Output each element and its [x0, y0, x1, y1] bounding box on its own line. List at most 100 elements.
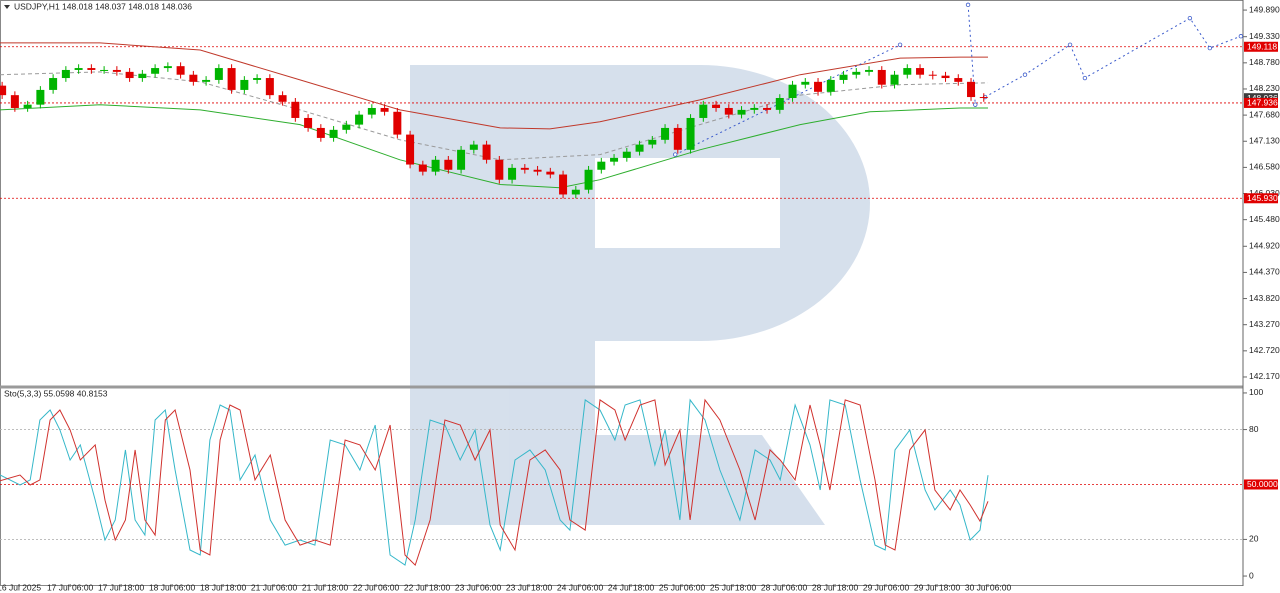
indicator-line [0, 398, 989, 567]
price-tag [1244, 479, 1278, 490]
candle-body [699, 104, 708, 118]
candle-body [559, 174, 568, 195]
candle-body [418, 164, 427, 172]
pane-separator [0, 385, 1243, 389]
candle-body [775, 98, 784, 110]
candle-body [903, 68, 912, 75]
price-tag-label: 148.036 [1247, 93, 1278, 103]
candle-body [673, 127, 682, 150]
candle-body [36, 89, 45, 105]
watermark [410, 65, 870, 525]
y-tick-label: 146.580 [1249, 162, 1280, 172]
candle-body [954, 78, 963, 82]
candle-body [176, 66, 185, 75]
candle-body [431, 159, 440, 172]
candle-body [87, 68, 96, 70]
candle-body [533, 169, 542, 172]
x-tick-label: 23 Jul 06:00 [455, 582, 502, 592]
indicator-line [0, 398, 989, 566]
candle-body [406, 134, 415, 165]
candle-body [100, 69, 109, 71]
candle-body [967, 81, 976, 98]
candle-body [635, 144, 644, 152]
candle-body [49, 78, 58, 90]
title-marker [4, 5, 10, 9]
candle-body [852, 71, 861, 75]
candle-body [457, 149, 466, 170]
y-tick-label: 100 [1249, 387, 1263, 397]
price-tag-label: 145.930 [1247, 193, 1278, 203]
candle-body [495, 159, 504, 180]
candle-body [367, 107, 376, 115]
candle-body [890, 74, 899, 85]
line-vertex [1187, 15, 1193, 21]
y-tick-label: 142.170 [1249, 371, 1280, 381]
candle-body [737, 109, 746, 115]
y-tick-label: 144.920 [1249, 241, 1280, 251]
y-tick-label: 145.480 [1249, 214, 1280, 224]
x-tick-label: 16 Jul 2025 [0, 582, 41, 592]
candle-body [469, 144, 478, 150]
x-tick-label: 24 Jul 18:00 [608, 582, 655, 592]
candle-body [240, 79, 249, 90]
y-tick-label: 143.820 [1249, 293, 1280, 303]
x-tick-label: 24 Jul 06:00 [557, 582, 604, 592]
candle-body [941, 75, 950, 79]
x-tick-label: 21 Jul 06:00 [251, 582, 298, 592]
candle-body [380, 107, 389, 112]
pane [0, 398, 1243, 567]
x-tick-label: 29 Jul 06:00 [863, 582, 910, 592]
indicator-line [0, 42, 988, 130]
indicator-line [675, 44, 901, 156]
candle-body [686, 117, 695, 150]
candle-body [610, 157, 619, 162]
y-tick-label: 149.890 [1249, 4, 1280, 14]
x-tick-label: 25 Jul 06:00 [659, 582, 706, 592]
candle-body [253, 78, 262, 80]
line-vertex [965, 2, 971, 8]
line-vertex [897, 42, 903, 47]
y-tick-label: 20 [1249, 534, 1259, 544]
candle-body [508, 167, 517, 180]
candle-body [214, 68, 223, 80]
indicator-line [967, 4, 976, 105]
watermark-p [410, 65, 870, 525]
candle-body [597, 161, 606, 170]
candle-body [0, 85, 7, 96]
y-tick-label: 143.270 [1249, 319, 1280, 329]
candle-body [826, 79, 835, 92]
candle-body [724, 107, 733, 115]
candle-body [138, 73, 147, 79]
y-tick-label: 144.370 [1249, 267, 1280, 277]
candle-body [189, 74, 198, 82]
x-tick-label: 30 Jul 06:00 [965, 582, 1012, 592]
x-tick-label: 22 Jul 18:00 [404, 582, 451, 592]
candle-body [355, 114, 364, 125]
price-tag [1244, 97, 1278, 108]
candle-body [801, 81, 810, 85]
candle-body [304, 117, 313, 128]
candle-body [342, 124, 351, 130]
y-tick-label: 147.130 [1249, 135, 1280, 145]
candle-body [278, 95, 287, 102]
candle-body [61, 69, 70, 79]
candle-body [865, 69, 874, 72]
x-tick-label: 18 Jul 06:00 [149, 582, 196, 592]
candle-body [329, 129, 338, 138]
candle-body [712, 104, 721, 108]
x-tick-label: 17 Jul 06:00 [47, 582, 94, 592]
chart-title: USDJPY,H1 148.018 148.037 148.018 148.03… [14, 1, 192, 11]
y-tick-label: 80 [1249, 424, 1259, 434]
price-tag [1244, 41, 1278, 52]
candle-body [979, 97, 988, 99]
x-tick-label: 23 Jul 18:00 [506, 582, 553, 592]
watermark-leg [595, 435, 825, 525]
x-tick-label: 18 Jul 18:00 [200, 582, 247, 592]
x-tick-label: 28 Jul 18:00 [812, 582, 859, 592]
price-tag-label: 149.118 [1247, 42, 1277, 52]
candle-body [163, 66, 172, 69]
x-tick-label: 29 Jul 18:00 [914, 582, 961, 592]
candle-body [928, 74, 937, 76]
x-tick-label: 28 Jul 06:00 [761, 582, 808, 592]
